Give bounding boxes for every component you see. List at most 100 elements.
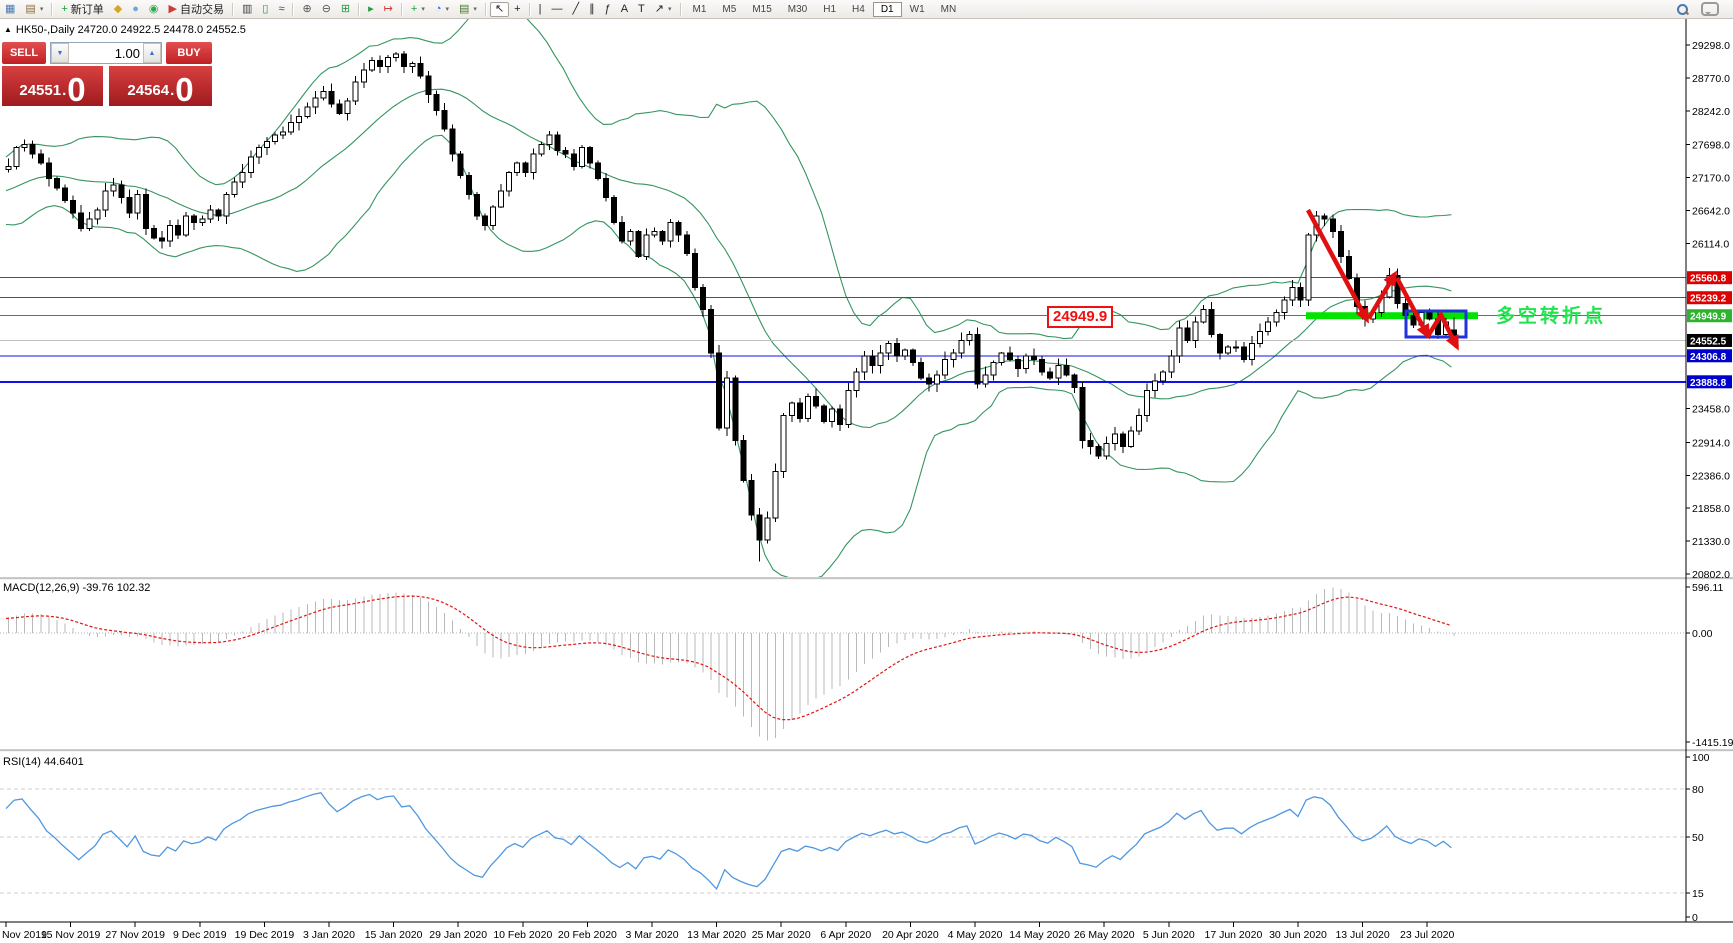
profiles-icon[interactable]: ▤ ▾ — [25, 2, 44, 15]
main-pane[interactable] — [0, 1, 1686, 582]
tile-windows-button[interactable]: ⊞ — [340, 2, 351, 15]
green-highlight-zone[interactable] — [1306, 312, 1478, 320]
volume-input[interactable] — [69, 43, 143, 63]
svg-text:3 Mar 2020: 3 Mar 2020 — [625, 929, 678, 941]
svg-text:26 May 2020: 26 May 2020 — [1074, 929, 1135, 941]
timeframe-m5-button[interactable]: M5 — [722, 3, 737, 15]
svg-text:MACD(12,26,9) -39.76 102.32: MACD(12,26,9) -39.76 102.32 — [3, 582, 150, 594]
red-trend-arrow-4[interactable] — [1426, 310, 1460, 351]
volume-increase-button[interactable]: ▲ — [143, 43, 161, 63]
svg-text:3 Jan 2020: 3 Jan 2020 — [303, 929, 355, 941]
sell-button[interactable]: SELL — [2, 42, 46, 64]
svg-text:9 Dec 2019: 9 Dec 2019 — [173, 929, 227, 941]
candlestick-chart-button[interactable]: ▯ — [262, 2, 269, 15]
one-click-trading-panel: SELL ▼ ▲ BUY 24551.0 24564.0 — [2, 42, 212, 106]
cursor-button[interactable]: ↖ — [489, 1, 510, 17]
timeframe-d1-button[interactable]: D1 — [872, 1, 902, 17]
trendline-button[interactable]: ╱ — [572, 2, 580, 15]
svg-text:6 Apr 2020: 6 Apr 2020 — [820, 929, 871, 941]
vertical-line-button[interactable]: | — [538, 2, 542, 15]
autotrading-button[interactable]: ▶ 自动交易 — [168, 2, 224, 16]
text-label-button[interactable]: T — [638, 2, 645, 15]
chart-shift-button[interactable]: ↦ — [383, 2, 393, 15]
timeframe-h4-button[interactable]: H4 — [852, 3, 865, 15]
timeframe-m30-button[interactable]: M30 — [787, 3, 808, 15]
price-axis[interactable] — [1686, 44, 1690, 918]
signals-icon[interactable]: ◉ — [148, 2, 159, 15]
buy-price-button[interactable]: 24564. 0 — [109, 66, 212, 106]
periods-button[interactable]: ◔ ▾ — [434, 2, 450, 15]
templates-button[interactable]: ▤ ▾ — [459, 2, 477, 15]
svg-text:19 Dec 2019: 19 Dec 2019 — [235, 929, 295, 941]
svg-text:100: 100 — [1692, 752, 1710, 764]
turning-point-note[interactable]: 多空转折点 — [1496, 306, 1607, 327]
time-axis[interactable] — [5, 922, 1428, 927]
price-tag-24306.8 — [1687, 349, 1732, 363]
price-tag-25560.8 — [1687, 271, 1732, 285]
svg-text:80: 80 — [1692, 784, 1704, 796]
svg-text:13 Jul 2020: 13 Jul 2020 — [1335, 929, 1389, 941]
svg-text:30 Jun 2020: 30 Jun 2020 — [1269, 929, 1327, 941]
metaeditor-icon[interactable]: ◆ — [113, 2, 123, 15]
macd-histogram — [8, 587, 1455, 741]
text-button[interactable]: A — [620, 2, 629, 15]
zoom-out-button[interactable]: ⊖ — [321, 2, 331, 15]
svg-text:0.00: 0.00 — [1692, 628, 1713, 640]
svg-text:15 Jan 2020: 15 Jan 2020 — [365, 929, 423, 941]
svg-text:29 Jan 2020: 29 Jan 2020 — [429, 929, 487, 941]
timeframe-mn-button[interactable]: MN — [940, 3, 957, 15]
equidistant-channel-button[interactable]: ∥ — [589, 2, 595, 15]
auto-scroll-button[interactable]: ▸ — [368, 2, 374, 15]
svg-text:21330.0: 21330.0 — [1692, 536, 1730, 548]
timeframe-m1-button[interactable]: M1 — [692, 3, 707, 15]
svg-text:15 Nov 2019: 15 Nov 2019 — [41, 929, 101, 941]
community-icon[interactable]: ● — [132, 2, 139, 15]
svg-text:23888.8: 23888.8 — [1690, 378, 1727, 389]
new-order-button[interactable]: + 新订单 — [61, 2, 104, 16]
timeframe-m15-button[interactable]: M15 — [752, 3, 772, 15]
svg-text:26114.0: 26114.0 — [1692, 238, 1729, 250]
price-callout[interactable]: 24949.9 — [1047, 306, 1114, 328]
volume-stepper: ▼ ▲ — [50, 42, 162, 64]
timeframe-w1-button[interactable]: W1 — [909, 3, 925, 15]
svg-text:23 Jul 2020: 23 Jul 2020 — [1400, 929, 1454, 941]
zoom-in-button[interactable]: ⊕ — [302, 2, 312, 15]
timeframe-h1-button[interactable]: H1 — [823, 3, 837, 15]
svg-text:20 Apr 2020: 20 Apr 2020 — [882, 929, 939, 941]
svg-text:RSI(14) 44.6401: RSI(14) 44.6401 — [3, 756, 84, 768]
red-trend-arrow-3[interactable] — [1395, 276, 1430, 340]
fibonacci-button[interactable]: ƒ — [604, 2, 611, 15]
buy-button[interactable]: BUY — [166, 42, 212, 64]
svg-text:15: 15 — [1692, 888, 1704, 900]
svg-text:25560.8: 25560.8 — [1690, 274, 1727, 285]
rsi-pane[interactable] — [0, 788, 1686, 894]
svg-text:596.11: 596.11 — [1692, 582, 1723, 594]
red-trend-arrow-1[interactable] — [1306, 208, 1369, 324]
indicators-button[interactable]: + ▾ — [410, 2, 425, 15]
svg-text:21858.0: 21858.0 — [1692, 503, 1730, 515]
sell-price-pips: 0 — [67, 70, 86, 108]
svg-text:29298.0: 29298.0 — [1692, 40, 1730, 52]
chat-icon[interactable] — [1701, 2, 1719, 16]
bar-chart-button[interactable]: ▥ — [241, 2, 253, 15]
svg-text:14 May 2020: 14 May 2020 — [1009, 929, 1070, 941]
macd-pane[interactable] — [0, 587, 1686, 741]
arrows-button[interactable]: ↗ ▾ — [654, 2, 672, 15]
crosshair-button[interactable]: + — [514, 2, 521, 15]
volume-decrease-button[interactable]: ▼ — [51, 43, 69, 63]
search-icon[interactable] — [1676, 3, 1689, 16]
red-trend-arrow-2[interactable] — [1367, 270, 1398, 320]
line-chart-button[interactable]: ≈ — [278, 2, 285, 15]
svg-text:24306.8: 24306.8 — [1690, 352, 1727, 363]
new-chart-icon[interactable]: ▦ — [5, 2, 16, 15]
sell-price-button[interactable]: 24551. 0 — [2, 66, 103, 106]
horizontal-line-button[interactable]: — — [551, 2, 563, 15]
price-tag-25239.2 — [1687, 291, 1732, 305]
blue-rectangle-annotation[interactable] — [1404, 309, 1468, 339]
one-click-collapse-icon[interactable]: ▲ — [4, 25, 12, 34]
chart-title: ▲ HK50-,Daily 24720.0 24922.5 24478.0 24… — [4, 24, 246, 36]
svg-text:0: 0 — [1692, 912, 1698, 924]
svg-text:20 Feb 2020: 20 Feb 2020 — [558, 929, 617, 941]
